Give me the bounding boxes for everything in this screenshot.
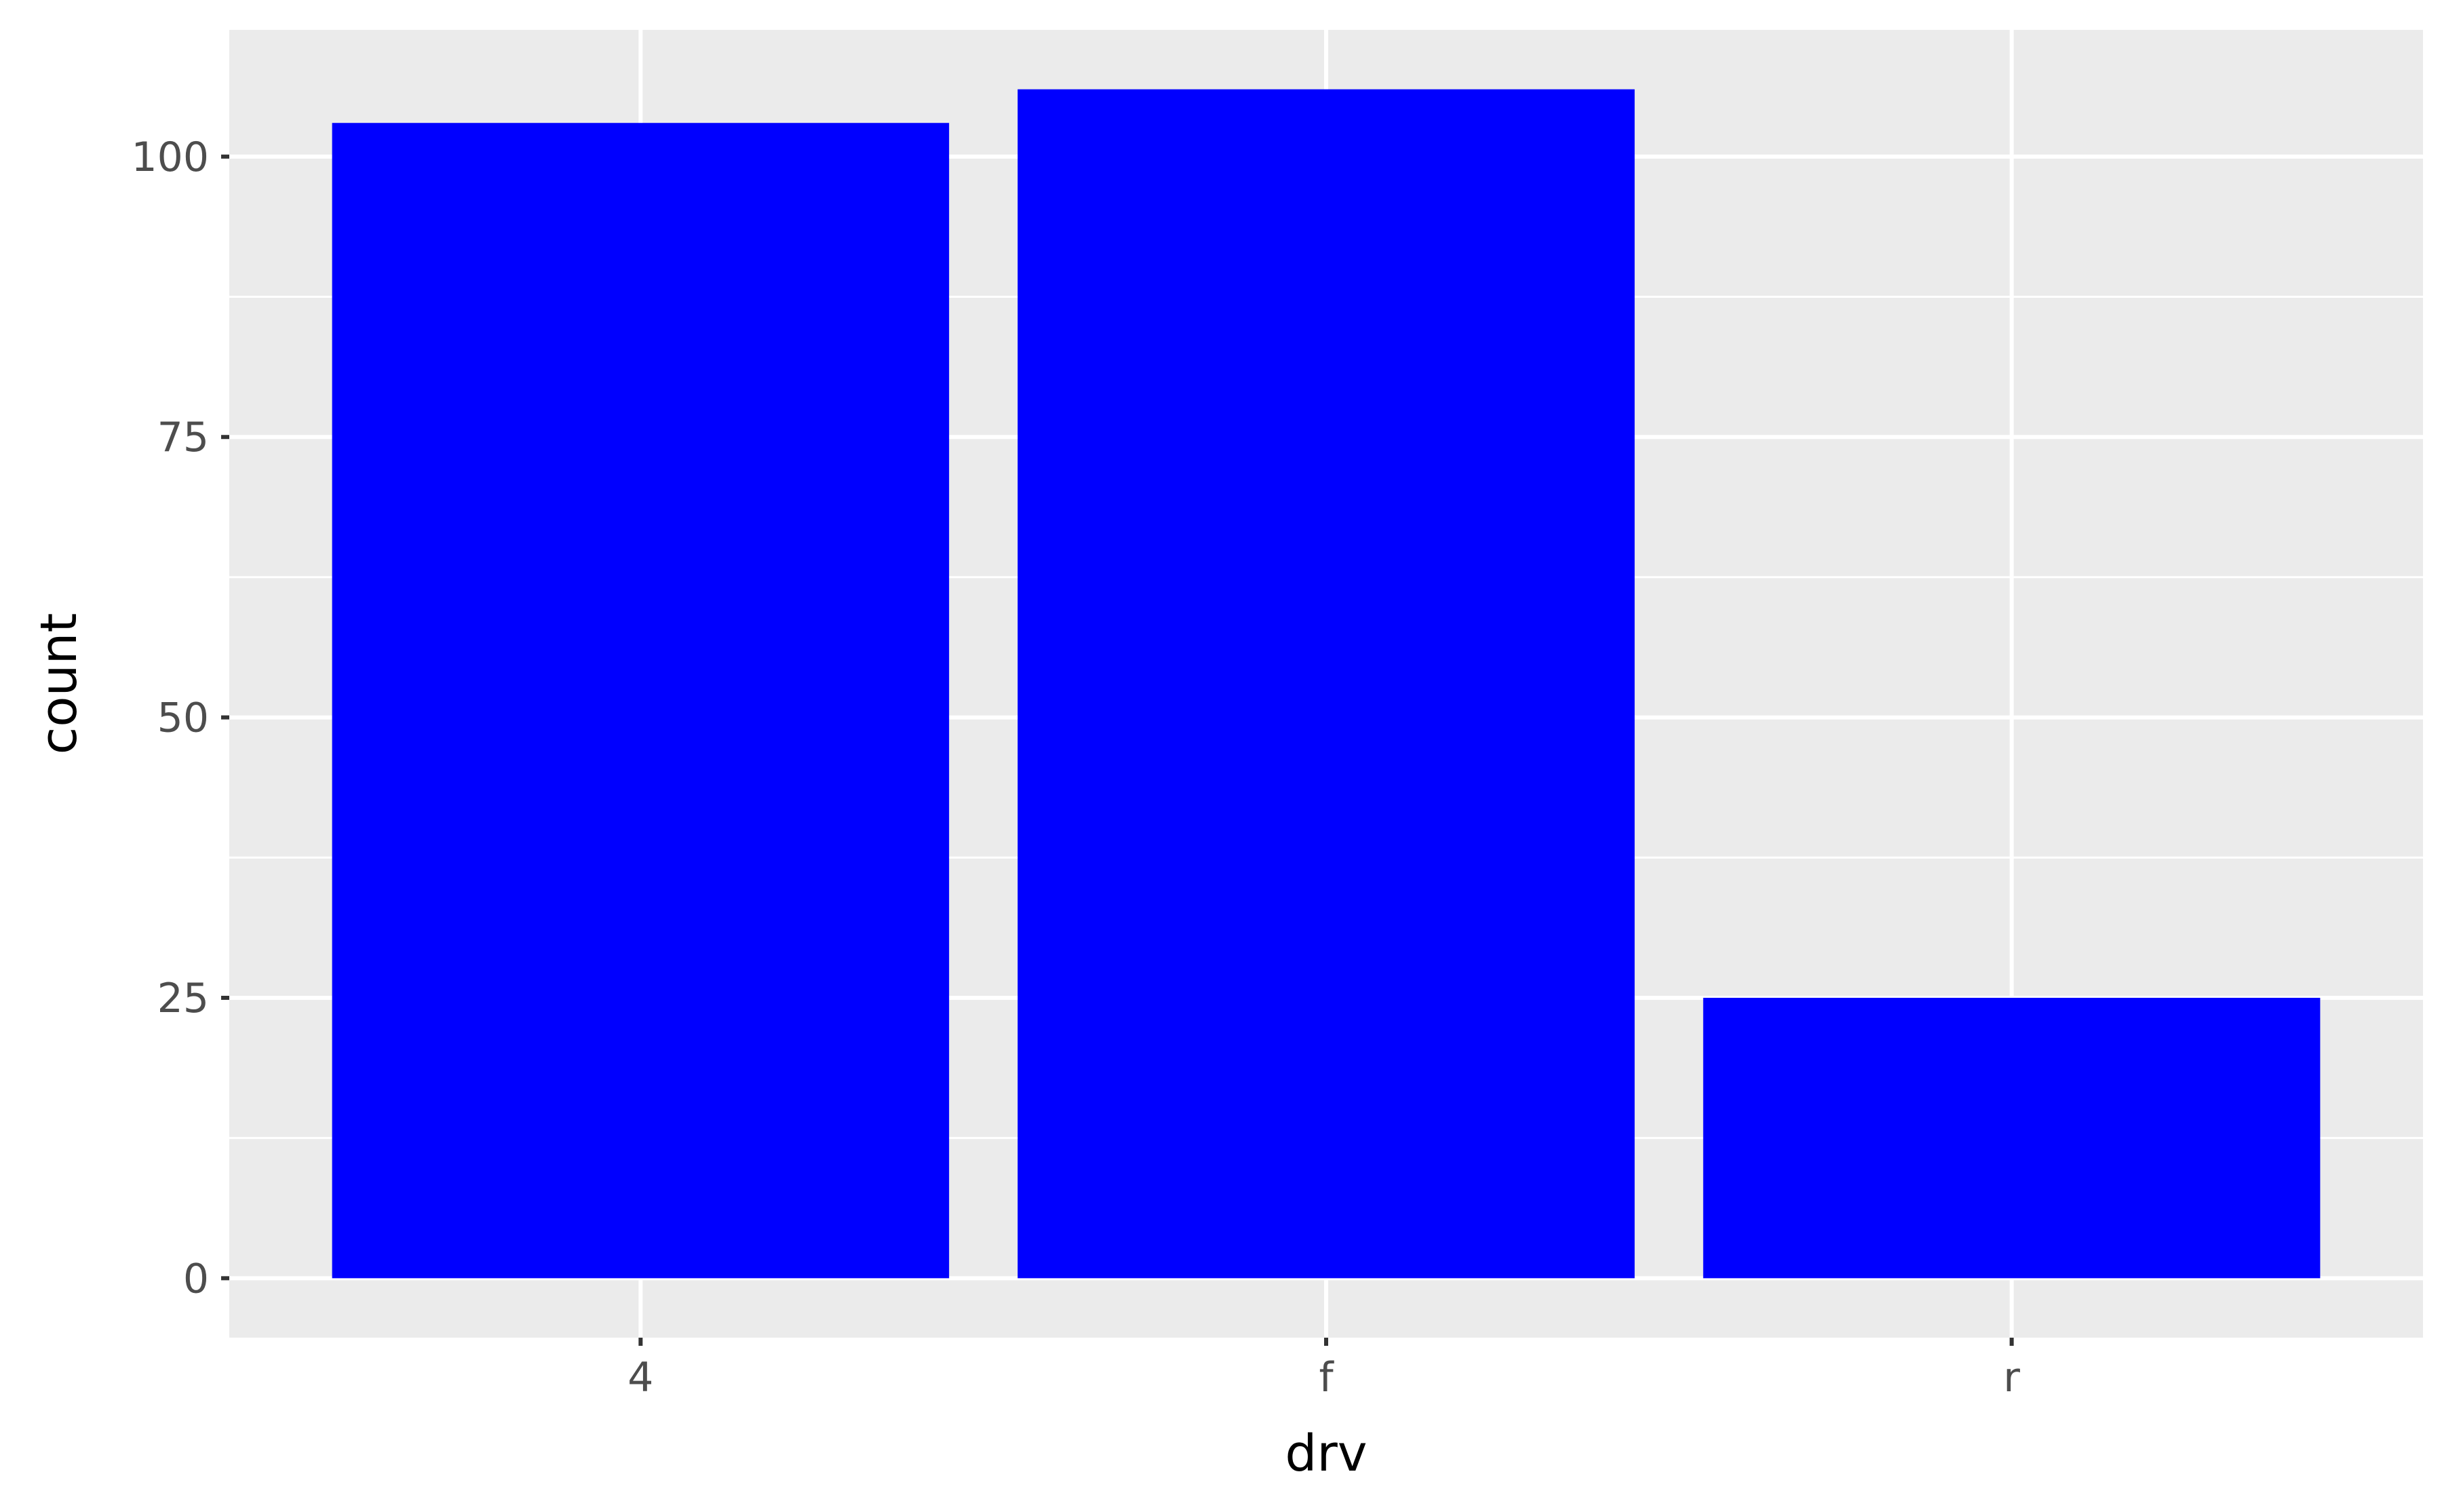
bar-f (1018, 89, 1635, 1279)
y-axis-title: count (30, 613, 88, 755)
x-tick-label: 4 (627, 1354, 653, 1401)
bars (332, 89, 2321, 1279)
x-tick-label: r (2003, 1354, 2020, 1401)
bar-4 (332, 123, 950, 1279)
x-axis: 4 f r (627, 1338, 2020, 1401)
y-tick-label: 25 (157, 975, 209, 1022)
x-tick-label: f (1319, 1354, 1334, 1401)
y-tick-label: 0 (183, 1255, 209, 1302)
y-tick-label: 50 (157, 695, 209, 742)
y-tick-label: 100 (131, 134, 209, 181)
bar-r (1703, 997, 2321, 1279)
y-axis: 0 25 50 75 100 (131, 134, 229, 1302)
x-axis-title: drv (1285, 1424, 1367, 1483)
y-tick-label: 75 (157, 414, 209, 461)
